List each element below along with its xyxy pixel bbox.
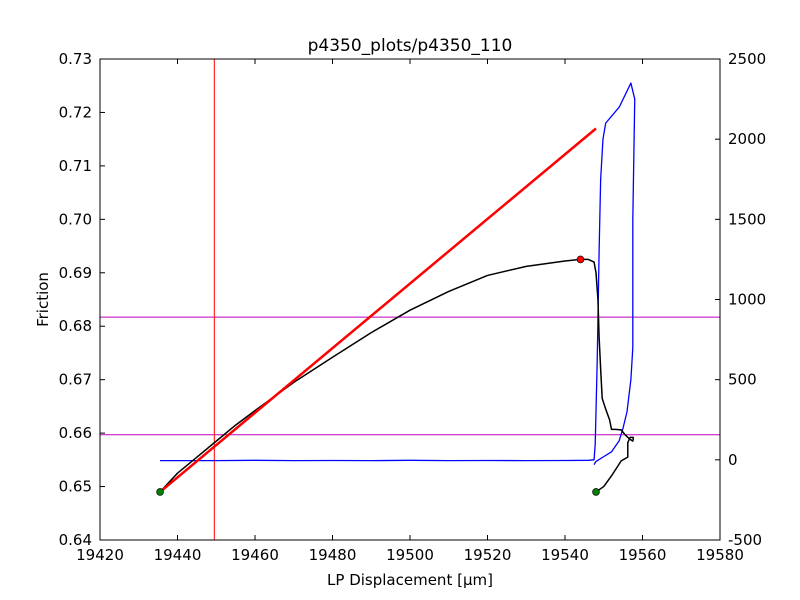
y2-tick-label-2: 500 xyxy=(728,371,757,389)
y-tick-label-9: 0.73 xyxy=(59,50,92,68)
x-tick-label-1: 19440 xyxy=(154,546,202,564)
secondary-series-line xyxy=(160,82,636,465)
y-tick-label-4: 0.68 xyxy=(59,317,92,335)
y-tick-label-6: 0.70 xyxy=(59,210,92,228)
x-tick-label-4: 19500 xyxy=(386,546,434,564)
y-tick-label-0: 0.64 xyxy=(59,531,92,549)
x-tick-label-7: 19560 xyxy=(619,546,667,564)
x-tick-label-8: 19580 xyxy=(696,546,744,564)
marker-point-0 xyxy=(156,488,164,496)
x-tick-label-2: 19460 xyxy=(231,546,279,564)
x-axis-label: LP Displacement [μm] xyxy=(327,571,493,589)
y2-tick-label-0: -500 xyxy=(728,531,762,549)
y-axis-label: Friction xyxy=(34,272,52,327)
y-tick-label-3: 0.67 xyxy=(59,371,92,389)
axis-ticks: 19420 19440 19460 19480 19500 19520 19540 19560… xyxy=(59,50,767,564)
x-tick-label-5: 19520 xyxy=(464,546,512,564)
plot-area xyxy=(100,59,720,540)
y-tick-label-8: 0.72 xyxy=(59,103,92,121)
y-tick-label-5: 0.69 xyxy=(59,264,92,282)
y2-tick-label-6: 2500 xyxy=(728,50,766,68)
y-tick-label-1: 0.65 xyxy=(59,478,92,496)
plot-frame xyxy=(99,58,721,541)
fit-line xyxy=(159,127,597,493)
y2-tick-label-5: 2000 xyxy=(728,130,766,148)
y-tick-label-7: 0.71 xyxy=(59,157,92,175)
y2-tick-label-3: 1000 xyxy=(728,291,766,309)
y2-tick-label-4: 1500 xyxy=(728,210,766,228)
y2-tick-label-1: 0 xyxy=(728,451,738,469)
x-tick-label-3: 19480 xyxy=(309,546,357,564)
x-tick-label-6: 19540 xyxy=(541,546,589,564)
chart-title: p4350_plots/p4350_110 xyxy=(308,36,513,56)
marker-point-2 xyxy=(576,255,585,264)
marker-point-1 xyxy=(592,488,600,496)
x-tick-label-0: 19420 xyxy=(76,546,124,564)
friction-series-line xyxy=(159,258,634,493)
y-tick-label-2: 0.66 xyxy=(59,424,92,442)
